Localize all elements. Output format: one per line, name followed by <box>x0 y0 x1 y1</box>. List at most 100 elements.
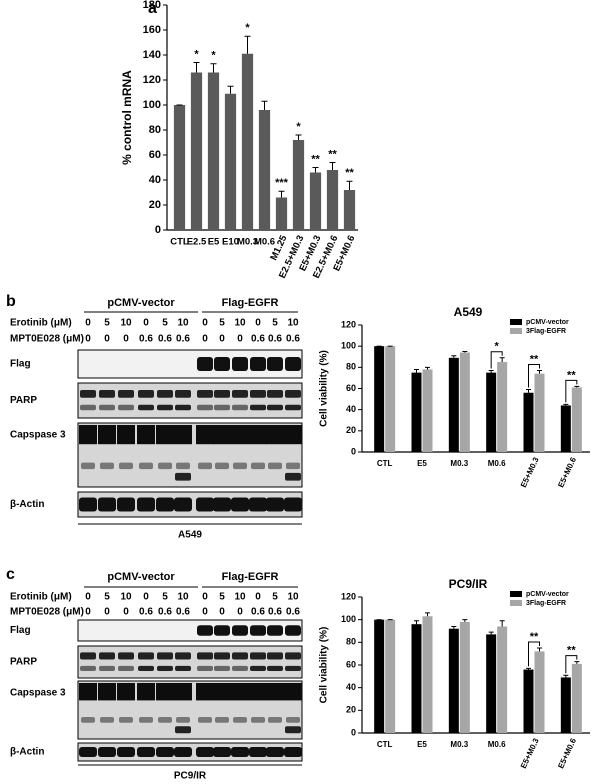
blot-membrane <box>77 645 303 679</box>
y-tick-label: 60 <box>346 659 356 669</box>
dose-label: 0 <box>255 592 261 603</box>
dose-label: 0 <box>123 334 129 345</box>
legend-label: 3Flag-EGFR <box>526 600 566 607</box>
blot-band <box>267 357 283 371</box>
y-tick-label: 60 <box>346 383 356 393</box>
y-tick-label: 20 <box>149 199 161 211</box>
blot-band <box>157 652 173 660</box>
error-bar <box>526 389 531 393</box>
error-bar <box>227 85 234 94</box>
error-bar <box>537 370 542 374</box>
legend-swatch <box>510 319 522 325</box>
blot-band <box>175 652 191 660</box>
significance-bracket <box>490 351 503 369</box>
legend-label: 3Flag-EGFR <box>526 328 566 335</box>
blot-band <box>175 726 191 734</box>
dose-label: 0.6 <box>286 334 300 345</box>
blot-band <box>98 746 116 758</box>
blot-band <box>119 716 133 723</box>
band-label: β-Actin <box>10 499 44 510</box>
bar <box>241 53 254 230</box>
error-bar <box>499 357 505 363</box>
error-bar <box>451 355 457 358</box>
y-tick-label: 80 <box>346 637 356 647</box>
blot-band <box>196 425 214 445</box>
x-tick-label: CTL <box>170 237 189 248</box>
y-tick-label: 120 <box>143 74 161 86</box>
error-bar <box>462 350 468 353</box>
blot-band <box>198 716 212 723</box>
blot-band <box>284 683 302 701</box>
bar <box>459 621 470 733</box>
dose-label: 0.6 <box>268 334 282 345</box>
treatment-label: MPT0E028 (μM) <box>10 607 84 618</box>
error-bar <box>563 674 569 678</box>
bar <box>422 616 433 733</box>
blot-band <box>139 716 153 723</box>
blot-band <box>197 390 213 398</box>
blot-band <box>286 462 300 470</box>
dose-label: 5 <box>272 592 278 603</box>
blot-band <box>213 683 231 701</box>
dose-label: 0 <box>143 318 149 329</box>
blot-band <box>176 716 190 723</box>
blot-membrane <box>77 619 303 642</box>
blot-band <box>213 497 231 512</box>
blot-band <box>156 683 174 701</box>
dose-label: 0 <box>104 334 110 345</box>
blot-band <box>267 404 283 411</box>
blot-band <box>284 425 302 445</box>
annotation: * <box>211 50 216 62</box>
blot-band <box>196 683 214 701</box>
blot-band <box>198 462 212 470</box>
dose-label: 5 <box>219 318 225 329</box>
error-bar <box>278 190 285 198</box>
bar <box>459 352 470 452</box>
y-tick-label: 180 <box>143 0 161 11</box>
blot-band <box>158 462 172 470</box>
annotation: * <box>194 48 199 60</box>
error-bar <box>451 625 457 629</box>
x-tick-label: M0.3 <box>237 237 258 248</box>
blot-band <box>231 497 249 512</box>
blot-band <box>138 652 154 660</box>
legend-label: pCMV-vector <box>526 591 569 598</box>
blot-band <box>231 425 249 445</box>
y-axis-label: Cell viability (%) <box>319 350 330 427</box>
error-bar <box>488 631 494 635</box>
blot-band <box>98 497 116 512</box>
annotation: ** <box>530 353 539 365</box>
y-tick-label: 40 <box>346 404 356 414</box>
x-tick-label: E5+M0.6 <box>556 736 578 770</box>
blot-band <box>197 625 213 636</box>
blot-band <box>175 404 191 411</box>
annotation: ** <box>328 148 337 160</box>
blot-band <box>285 404 301 411</box>
blot-band <box>157 390 173 398</box>
error-bar <box>414 368 419 373</box>
bar <box>411 372 422 452</box>
blot-band <box>285 390 301 398</box>
blot-band <box>250 665 266 671</box>
blot-band <box>266 746 284 758</box>
error-bar <box>574 385 580 388</box>
blot-band <box>196 746 214 758</box>
x-tick-label: E5 <box>208 237 220 248</box>
annotation: ** <box>311 153 320 165</box>
bar <box>448 357 459 452</box>
y-tick-label: 100 <box>341 614 356 624</box>
annotation: * <box>495 341 500 353</box>
x-tick-label: E10 <box>222 237 239 248</box>
y-tick-label: 20 <box>346 425 356 435</box>
legend-swatch <box>510 328 522 334</box>
x-tick-label: M0.6 <box>488 459 506 468</box>
band-label: Capspase 3 <box>10 430 66 441</box>
y-tick-label: 60 <box>149 149 161 161</box>
blot-band <box>80 665 96 671</box>
blot-band <box>118 665 134 671</box>
y-tick-label: 0 <box>351 727 356 737</box>
legend-swatch <box>510 600 522 606</box>
bar <box>523 392 534 452</box>
dose-label: 0 <box>202 318 208 329</box>
blot-band <box>250 625 266 636</box>
